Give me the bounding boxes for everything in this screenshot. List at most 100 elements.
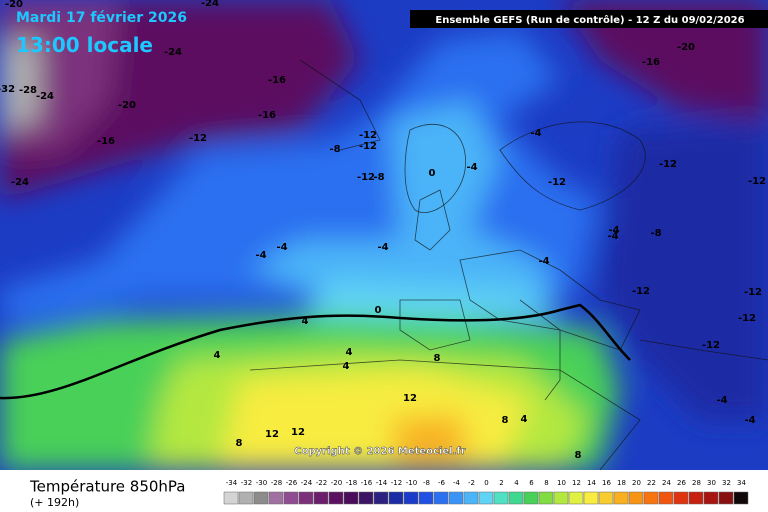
contour-label: 4 [302,316,309,327]
scale-label: -34 [226,479,238,487]
scale-swatch [583,491,599,505]
contour-label: -4 [607,231,618,242]
scale-swatch [568,491,584,505]
contour-label: -12 [189,133,207,144]
scale-swatch [298,491,314,505]
scale-label: -12 [391,479,402,487]
scale-swatch [238,491,254,505]
contour-label: -12 [548,177,566,188]
map-field: -20-24-32-28-24-20-16-24-16-12-16-24-12-… [0,0,768,471]
scale-label: 18 [617,479,626,487]
scale-label: -20 [331,479,342,487]
scale-label: 26 [677,479,686,487]
contour-label: 12 [403,393,417,404]
contour-label: -12 [632,286,650,297]
contour-label: -4 [716,395,727,406]
scale-label: 2 [499,479,503,487]
scale-label: -32 [241,479,252,487]
scale-label: -16 [361,479,373,487]
scale-swatch [718,491,734,505]
contour-label: -12 [359,141,377,152]
scale-label: -10 [406,479,417,487]
scale-label: -18 [346,479,357,487]
scale-swatch [598,491,614,505]
scale-swatch [448,491,464,505]
scale-swatch [523,491,539,505]
scale-swatch [538,491,554,505]
contour-label: -24 [36,91,54,102]
scale-swatch [658,491,674,505]
scale-swatch [463,491,479,505]
scale-label: 4 [514,479,519,487]
copyright: Copyright © 2026 Meteociel.fr [294,446,465,457]
contour-label: -16 [258,110,276,121]
scale-label: 22 [647,479,656,487]
temperature-field [0,0,768,470]
scale-label: -22 [316,479,327,487]
contour-label: 4 [346,347,353,358]
scale-label: 14 [587,479,596,487]
contour-label: -12 [702,340,720,351]
scale-label: -8 [423,479,430,487]
scale-swatch [268,491,284,505]
coastlines [249,59,768,471]
scale-swatch [253,491,269,505]
contour-label: -4 [530,128,541,139]
contour-label: -24 [164,47,182,58]
contour-label: 8 [434,353,441,364]
color-scale: -34 -32 -30 -28 -26 -24 -22 -20 -18 -16 -14 -12 -10-… [223,479,749,505]
date: Mardi 17 février 2026 [16,10,187,26]
scale-swatch [283,491,299,505]
contour-label: -4 [744,415,755,426]
contour-label: -20 [677,42,695,53]
scale-swatch [313,491,329,505]
footer [0,470,768,512]
scale-swatch [553,491,569,505]
contour-label: 4 [343,361,350,372]
scale-label: 16 [602,479,611,487]
run-banner [410,10,768,28]
scale-swatch [643,491,659,505]
scale-label: -30 [256,479,267,487]
scale-label: 10 [557,479,566,487]
contour-label: -4 [377,242,388,253]
contour-label: 0 [429,168,436,179]
contour-label: -8 [650,228,661,239]
scale-swatch [613,491,629,505]
scale-swatch [433,491,449,505]
contour-label: -12 [748,176,766,187]
scale-swatch [418,491,434,505]
contour-label: -32 [0,84,15,95]
contour-label: 8 [236,438,243,449]
scale-label: 0 [484,479,488,487]
scale-label: -26 [286,479,298,487]
scale-label: 20 [632,479,641,487]
footer-subtitle: (+ 192h) [30,496,79,509]
contour-label: -16 [268,75,286,86]
scale-swatch [358,491,374,505]
scale-label: -6 [438,479,446,487]
scale-label: 34 [737,479,746,487]
run-info: Ensemble GEFS (Run de contrôle) - 12 Z d… [435,14,744,26]
scale-swatch [373,491,389,505]
contour-label: -4 [466,162,477,173]
contour-label: -24 [11,177,29,188]
contour-label: -16 [97,136,115,147]
contour-label: 8 [575,450,582,461]
contour-label: -28 [19,85,37,96]
contour-label: -20 [5,0,23,10]
scale-label: 24 [662,479,671,487]
scale-label: 8 [544,479,548,487]
contour-label: 12 [265,429,279,440]
scale-label: 30 [707,479,716,487]
contour-label: 8 [502,415,509,426]
contour-label: -12 [359,130,377,141]
contour-label: -4 [608,225,619,236]
contour-label: 4 [521,414,528,425]
contour-label: -16 [642,57,660,68]
footer-title: Température 850hPa [29,478,186,496]
scale-swatch [628,491,644,505]
scale-swatch [403,491,419,505]
contour-label: -12 [659,159,677,170]
